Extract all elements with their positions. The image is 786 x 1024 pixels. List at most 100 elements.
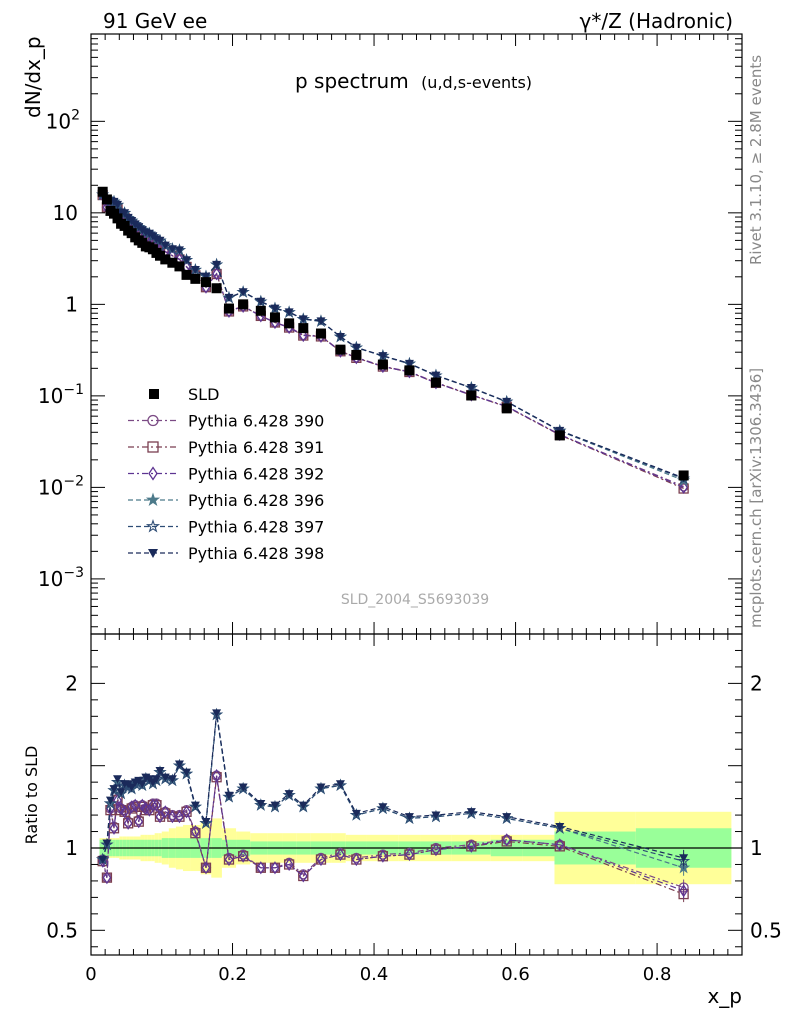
ratio-y-tick-label: 1 xyxy=(65,836,78,860)
ratio-point xyxy=(466,839,476,853)
legend-label: SLD xyxy=(188,385,219,404)
sld-point xyxy=(154,250,165,261)
series-point xyxy=(256,297,266,306)
ratio-point xyxy=(270,861,280,875)
ratio-point xyxy=(466,808,476,817)
ratio-point xyxy=(102,839,112,848)
series-pythia-6-428-398 xyxy=(98,191,689,483)
sld-point xyxy=(335,344,346,355)
ratio-point xyxy=(238,783,248,792)
ratio-series-line xyxy=(102,775,684,892)
y-axis-label: dN/dx_p xyxy=(21,36,45,118)
sld-point xyxy=(190,273,201,284)
ratio-point xyxy=(201,861,211,875)
ratio-point xyxy=(113,793,122,807)
series-point xyxy=(378,352,388,361)
ratio-point xyxy=(127,800,137,814)
ratio-point xyxy=(127,783,137,792)
rivet-version-label: Rivet 3.1.10, ≥ 2.8M events xyxy=(747,55,765,265)
ratio-point xyxy=(174,760,184,769)
ratio-point xyxy=(212,768,221,783)
sld-point xyxy=(298,323,309,334)
y-tick-label: 1 xyxy=(65,292,78,316)
legend-item: Pythia 6.428 397 xyxy=(128,518,324,537)
plot-title-main: p spectrum xyxy=(295,69,409,93)
y-tick-label: 10−3 xyxy=(38,565,84,591)
series-point xyxy=(298,328,308,343)
ratio-point xyxy=(378,849,388,863)
legend: SLD Pythia 6.428 390 Pythia 6.428 391 Pythi… xyxy=(128,385,324,563)
legend-item: Pythia 6.428 398 xyxy=(128,544,324,563)
sld-point xyxy=(167,257,178,268)
sld-point xyxy=(101,194,112,205)
sld-point xyxy=(200,277,211,288)
ratio-point xyxy=(316,852,326,867)
x-tick-label: 0 xyxy=(85,964,96,985)
sld-point xyxy=(501,403,512,414)
series-line xyxy=(102,194,684,480)
x-tick-label: 0.6 xyxy=(501,964,530,985)
legend-label: Pythia 6.428 392 xyxy=(188,465,324,484)
y-tick-label: 10−1 xyxy=(38,382,84,408)
series-point xyxy=(212,267,221,281)
sld-point xyxy=(351,349,362,360)
legend-marker xyxy=(148,466,158,481)
series-point xyxy=(502,397,512,406)
sld-point xyxy=(377,359,388,370)
series-point xyxy=(113,200,123,209)
ratio-point xyxy=(212,709,222,718)
ratio-point xyxy=(378,803,388,812)
svg-text:dN/dx_p: dN/dx_p xyxy=(21,36,45,118)
series-point xyxy=(679,480,689,494)
ratio-point xyxy=(175,810,184,824)
ratio-point xyxy=(555,823,565,832)
mcplots-label: mcplots.cern.ch [arXiv:1306.3436] xyxy=(747,368,765,628)
ratio-point xyxy=(102,871,112,885)
sld-point xyxy=(160,254,171,265)
ratio-point xyxy=(109,821,119,835)
ratio-point xyxy=(137,780,147,789)
ratio-series-line xyxy=(102,714,684,862)
y-axis-label-text: dN/dx_p xyxy=(21,36,45,118)
legend-item: Pythia 6.428 391 xyxy=(128,438,324,457)
legend-label: Pythia 6.428 396 xyxy=(188,491,324,510)
main-axes: 10−3 10−2 10−1 1 10 102 xyxy=(38,33,743,955)
sld-point xyxy=(284,318,295,329)
main-series-group xyxy=(96,187,691,494)
sld-point xyxy=(238,299,249,310)
plot-title-sub: (u,d,s-events) xyxy=(421,73,532,92)
series-point xyxy=(182,256,192,265)
legend-marker xyxy=(148,549,158,558)
sld-point xyxy=(678,470,689,481)
sld-point xyxy=(269,312,280,323)
ratio-point xyxy=(109,785,119,794)
ratio-point xyxy=(190,801,200,810)
ratio-series-line xyxy=(102,777,684,895)
ratio-point xyxy=(182,768,192,777)
legend-label: Pythia 6.428 390 xyxy=(188,412,324,431)
ratio-y-tick-label-right: 1 xyxy=(750,836,763,860)
ratio-point xyxy=(113,775,123,784)
ratio-point xyxy=(120,805,129,819)
ratio-point xyxy=(431,843,441,857)
ratio-point xyxy=(405,848,414,862)
ratio-series-pythia-6-428-398 xyxy=(98,709,689,866)
sld-point xyxy=(255,305,266,316)
legend-marker xyxy=(147,414,159,427)
legend-label: Pythia 6.428 398 xyxy=(188,544,324,563)
x-tick-label: 0.4 xyxy=(360,964,389,985)
ratio-point xyxy=(182,805,191,819)
series-pythia-6-428-396 xyxy=(96,187,691,487)
series-point xyxy=(238,288,248,297)
ratio-point xyxy=(335,780,345,789)
x-tick-label: 0.2 xyxy=(218,964,247,985)
ratio-point xyxy=(116,801,126,816)
ratio-series-group xyxy=(96,707,691,903)
legend-item: Pythia 6.428 396 xyxy=(128,491,324,510)
sld-data-points xyxy=(97,186,689,481)
sld-point xyxy=(466,390,477,401)
series-point xyxy=(270,304,280,313)
legend-label: Pythia 6.428 397 xyxy=(188,518,324,537)
ratio-point xyxy=(130,798,140,812)
ratio-point xyxy=(336,848,345,862)
